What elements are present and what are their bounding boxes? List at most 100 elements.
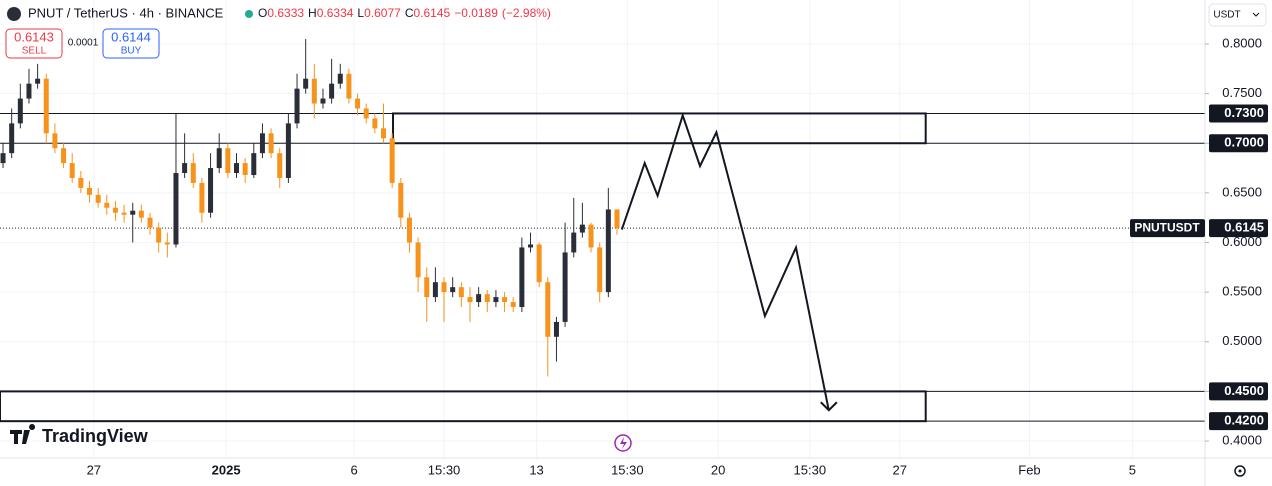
chart-title: PNUT / TetherUS · 4h · BINANCE [28, 5, 224, 20]
candle-body [112, 207, 118, 213]
level-label: 0.7300 [1224, 105, 1264, 120]
candle-body [190, 163, 196, 183]
zone [392, 112, 927, 145]
candle-body [346, 73, 352, 99]
candle-body [259, 133, 265, 154]
candle-body [199, 182, 205, 213]
x-tick-label: 15:30 [794, 462, 827, 477]
candle-body [268, 133, 274, 154]
header-value: 0.6145 [413, 6, 450, 20]
y-tick-label: 0.5500 [1222, 284, 1262, 299]
candle-body [588, 224, 594, 248]
candle-body [234, 163, 240, 174]
candle-body [320, 98, 326, 104]
y-tick-label: 0.7500 [1222, 85, 1262, 100]
candle-body [17, 98, 23, 124]
arrow-head [820, 401, 838, 412]
x-tick-label: 27 [893, 462, 907, 477]
candle-body [26, 83, 32, 99]
sell-price: 0.6143 [14, 29, 54, 44]
candle-body [597, 247, 603, 293]
y-tick-label: 0.6000 [1222, 234, 1262, 249]
candle-body [528, 244, 534, 248]
settings-button[interactable] [1234, 465, 1246, 477]
candle-body [562, 252, 568, 322]
x-tick-label: 2025 [212, 462, 241, 477]
candle-body [536, 244, 542, 283]
price-label: 0.6145 [1224, 220, 1264, 235]
x-tick-label: 27 [87, 462, 101, 477]
candle-body [294, 88, 300, 124]
candle-body [432, 282, 438, 298]
candle-body [164, 242, 170, 245]
sell-label: SELL [22, 46, 47, 57]
trade-widget[interactable]: 0.6143 SELL 0.0001 0.6144 BUY [5, 28, 160, 59]
candle-body [78, 177, 84, 188]
watermark: TradingView [10, 424, 149, 446]
settings-icon[interactable] [1234, 465, 1246, 477]
y-tick-label: 0.6500 [1222, 184, 1262, 199]
candle-body [450, 287, 456, 293]
candle-body [121, 212, 127, 215]
candle-body [277, 153, 283, 178]
spread: 0.0001 [68, 38, 99, 49]
candle-body [225, 148, 231, 174]
price-badge [1209, 219, 1268, 238]
x-tick-label: 13 [529, 462, 543, 477]
header-value: −0.0189 [454, 6, 498, 20]
zone [0, 390, 927, 423]
currency-button[interactable]: USDT [1208, 3, 1267, 27]
header-value: 0.6077 [364, 6, 401, 20]
candle-body [285, 123, 291, 178]
status-dot [245, 10, 253, 18]
candle-body [493, 297, 499, 303]
level-label: 0.7000 [1224, 135, 1264, 150]
x-tick-label: 15:30 [611, 462, 644, 477]
candle-body [406, 217, 412, 243]
candle-body [553, 321, 559, 337]
level-badge [1209, 134, 1268, 153]
event-bolt [620, 437, 627, 449]
level-label: 0.4500 [1224, 383, 1264, 398]
candle-body [61, 148, 67, 164]
candle-body [43, 78, 49, 134]
sell-button[interactable] [5, 28, 63, 59]
candle-body [303, 78, 309, 89]
header-value: H [308, 6, 317, 20]
candle-body [95, 194, 101, 203]
header-value: (−2.98%) [502, 6, 551, 20]
candle-body [337, 73, 343, 84]
buy-button[interactable] [102, 28, 160, 59]
currency-box[interactable] [1208, 3, 1267, 27]
level-badge [1209, 382, 1268, 401]
dropdown-arrow [1252, 12, 1260, 17]
projection-path [620, 112, 830, 411]
event-icon[interactable] [614, 434, 632, 452]
y-tick-label: 0.8000 [1222, 35, 1262, 50]
candle-body [545, 282, 551, 337]
y-tick-label: 0.5000 [1222, 333, 1262, 348]
candle-body [355, 98, 361, 109]
x-tick-label: 20 [711, 462, 725, 477]
symbol-icon [7, 7, 21, 21]
axes: 0.4000 0.4500 0.5000 0.5500 0.6000 0.6500 0.70… [87, 35, 1268, 477]
x-tick-label: 5 [1129, 462, 1136, 477]
candle-body [381, 128, 387, 139]
y-tick-label: 0.4000 [1222, 432, 1262, 447]
candle-body [476, 294, 482, 303]
buy-label: BUY [121, 46, 142, 57]
candle-body [510, 302, 516, 308]
candle-body [329, 83, 335, 99]
buy-price: 0.6144 [111, 29, 151, 44]
level-badge [1209, 412, 1268, 431]
candle-body [579, 224, 585, 233]
header-value: C [405, 6, 414, 20]
level-badge [1209, 104, 1268, 123]
candle-body [398, 182, 404, 218]
candle-body [519, 247, 525, 308]
x-tick-label: 6 [350, 462, 357, 477]
candle-body [35, 78, 41, 84]
candle-body [372, 118, 378, 129]
candle-body [484, 294, 490, 303]
